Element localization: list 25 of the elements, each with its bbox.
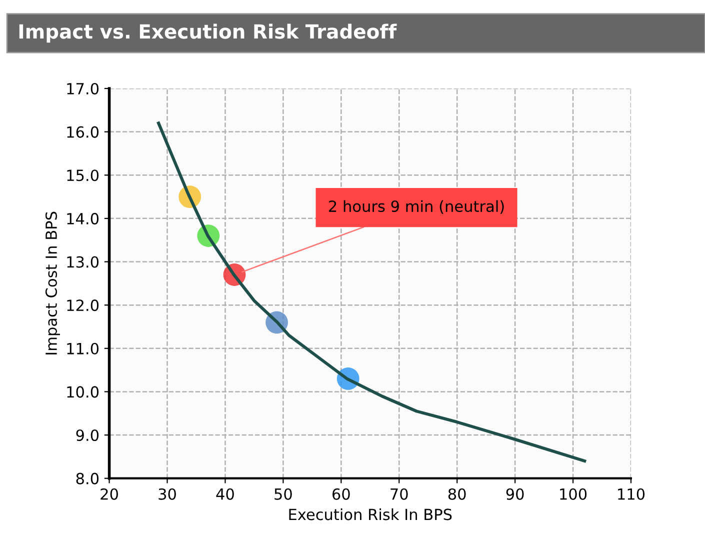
line-series [157,122,586,463]
y-tick-label: 11.0 [67,342,99,354]
annotation: 2 hours 9 min (neutral) [329,200,504,214]
x-tick-label: 80 [448,488,466,500]
y-tick-label: 17.0 [67,82,99,94]
x-axis-title: Execution Risk In BPS [289,508,452,520]
x-tick-label: 20 [100,488,118,500]
x-tick-label: 40 [216,488,234,500]
y-tick-label: 16.0 [67,126,99,138]
x-tick-label: 60 [332,488,350,500]
y-tick-label: 8.0 [76,472,99,484]
x-tick-label: 90 [506,488,524,500]
x-tick-label: 50 [274,488,292,500]
y-tick-label: 12.0 [67,300,99,312]
y-tick-label: 14.0 [67,212,99,224]
x-tick-label: 30 [158,488,176,500]
y-tick-label: 13.0 [67,256,99,268]
x-tick-label: 70 [390,488,408,500]
chart-title: Impact vs. Execution Risk Tradeoff [19,24,397,43]
x-tick-label: 100 [560,488,587,500]
y-tick-label: 10.0 [67,386,99,398]
y-tick-label: 15.0 [67,170,99,182]
y-axis-title: Impact Cost In BPS [45,212,60,354]
x-tick-label: 110 [618,488,645,500]
y-tick-label: 9.0 [76,429,99,442]
